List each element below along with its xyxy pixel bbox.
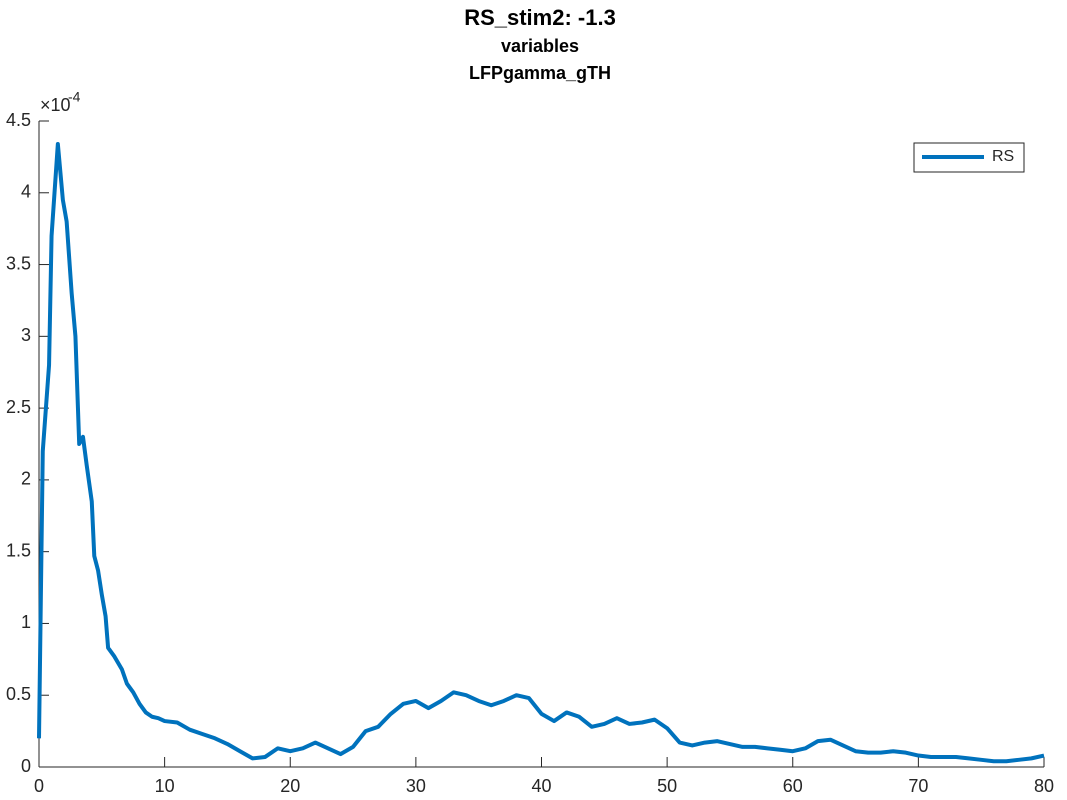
x-tick-label: 30	[406, 776, 426, 796]
line	[37, 141, 1045, 764]
x-tick-label: 70	[908, 776, 928, 796]
x-tick-label: 10	[155, 776, 175, 796]
chart-subtitle: LFPgamma_gTH	[469, 63, 611, 83]
x-tick-label: 60	[783, 776, 803, 796]
legend-label: RS	[992, 148, 1014, 165]
y-tick-label: 1.5	[6, 540, 31, 560]
x-tick-label: 40	[531, 776, 551, 796]
y-tick-label: 4	[21, 182, 31, 202]
y-tick-label: 1	[21, 612, 31, 632]
y-tick-label: 2.5	[6, 397, 31, 417]
y-tick-label: 4.5	[6, 110, 31, 130]
y-tick-label: 0.5	[6, 684, 31, 704]
chart-subtitle: variables	[501, 36, 579, 56]
y-tick-label: 0	[21, 756, 31, 776]
x-tick-label: 80	[1034, 776, 1054, 796]
y-tick-label: 3	[21, 325, 31, 345]
x-tick-label: 50	[657, 776, 677, 796]
y-exponent-base: ×10	[40, 95, 71, 115]
y-tick-label: 3.5	[6, 253, 31, 273]
y-exponent: -4	[68, 89, 81, 105]
x-tick-label: 20	[280, 776, 300, 796]
y-tick-label: 2	[21, 469, 31, 489]
chart-title: RS_stim2: -1.3	[464, 5, 616, 30]
x-tick-label: 0	[34, 776, 44, 796]
